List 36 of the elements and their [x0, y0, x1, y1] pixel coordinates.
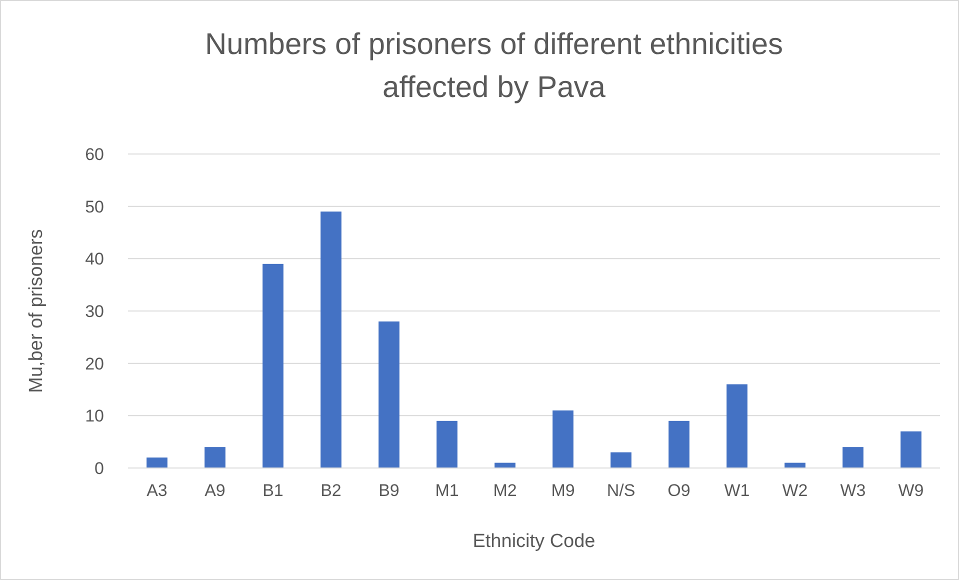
x-tick-label: B9	[378, 481, 400, 500]
x-tick-label: N/S	[606, 481, 636, 500]
x-tick-label: W9	[898, 481, 924, 500]
y-tick-label: 0	[94, 458, 104, 478]
bar	[436, 420, 458, 468]
x-tick-label: A3	[146, 481, 168, 500]
bar	[842, 447, 864, 468]
bar	[146, 458, 168, 468]
x-axis-title: Ethnicity Code	[472, 531, 596, 552]
y-tick-label: 60	[85, 144, 104, 164]
x-tick-label: W3	[840, 481, 866, 500]
bar	[204, 447, 226, 468]
y-tick-label: 50	[85, 197, 104, 216]
y-tick-label: 30	[85, 302, 104, 321]
x-tick-label: M2	[493, 481, 517, 500]
bar	[900, 431, 922, 468]
y-axis-title: Mu,ber of prisoners	[26, 229, 47, 393]
bar	[262, 264, 284, 468]
x-tick-label: O9	[668, 481, 690, 500]
x-tick-label: M1	[435, 481, 459, 500]
bar	[726, 384, 748, 468]
bar	[668, 420, 690, 468]
x-tick-label: B2	[320, 481, 342, 500]
y-tick-label: 40	[85, 250, 104, 269]
bar	[378, 321, 400, 468]
bar	[320, 212, 342, 468]
x-tick-label: W1	[724, 481, 750, 500]
y-tick-label: 20	[85, 354, 104, 374]
x-tick-label: B1	[262, 481, 284, 500]
y-tick-label: 10	[85, 406, 104, 426]
chart-title: Numbers of prisoners of different ethnicities affected by Pava	[204, 28, 784, 104]
bar	[610, 452, 632, 468]
x-tick-label: W2	[782, 481, 808, 500]
x-tick-label: M9	[551, 481, 575, 500]
x-tick-label: A9	[204, 481, 226, 500]
bar	[552, 410, 574, 468]
